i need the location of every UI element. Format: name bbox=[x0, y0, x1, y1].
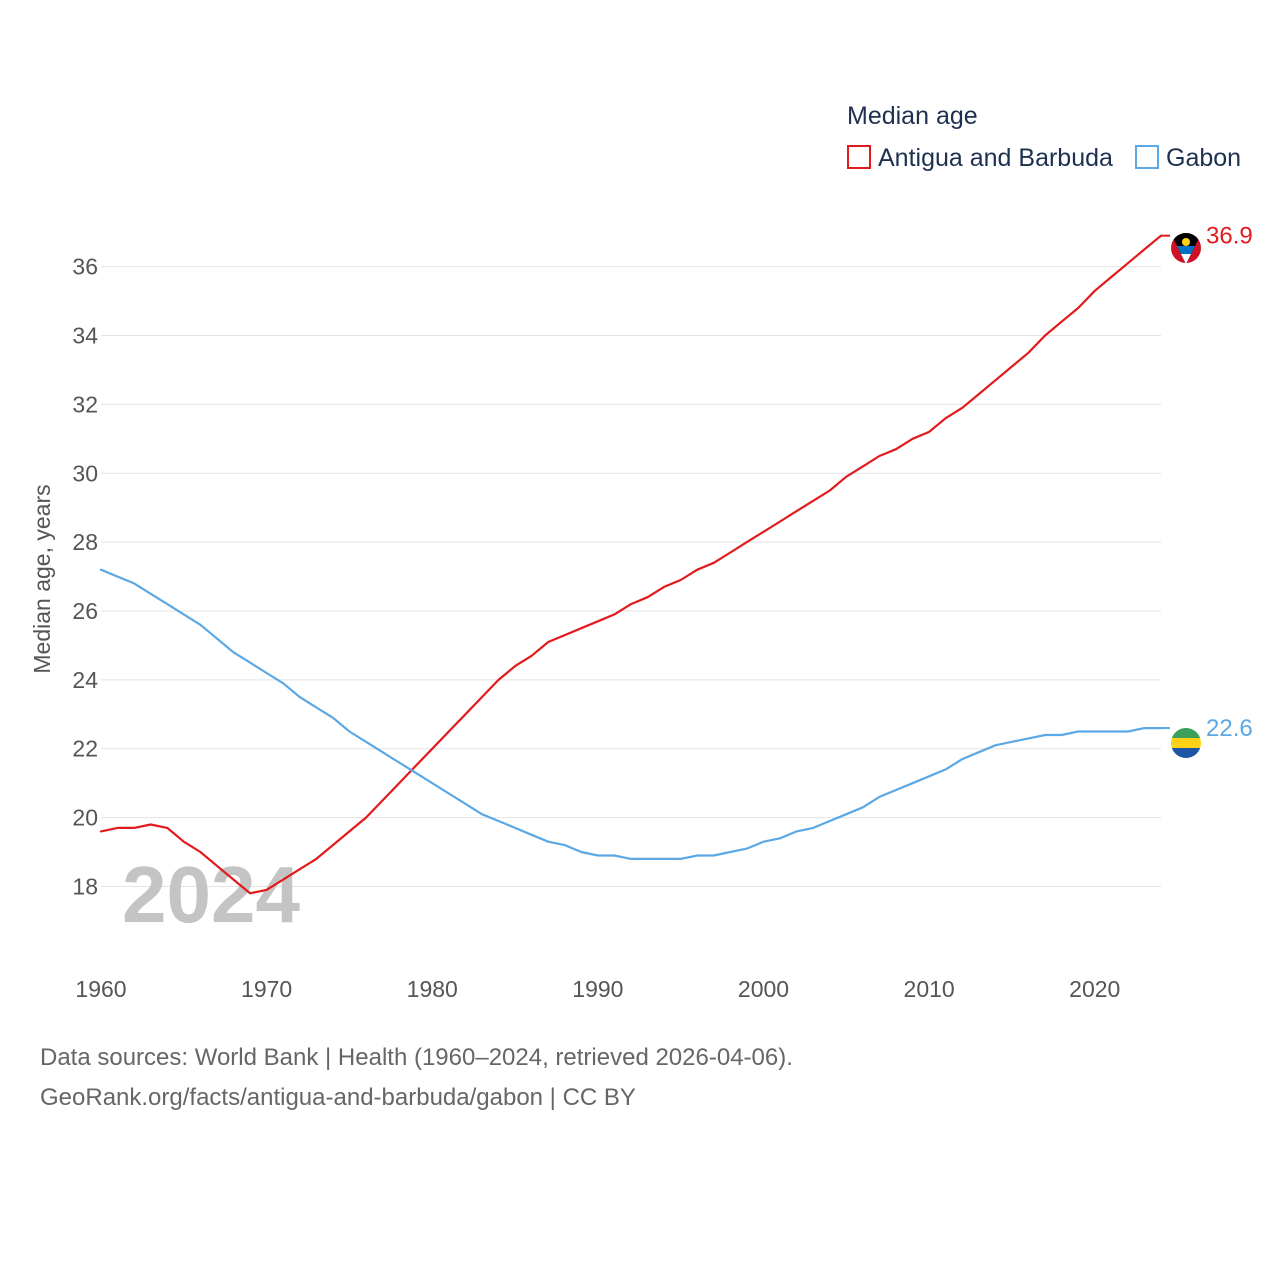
y-tick-label-28: 28 bbox=[72, 529, 98, 555]
series-endpoints: 36.9 22.6 bbox=[1161, 223, 1253, 742]
y-tick-label-34: 34 bbox=[72, 323, 98, 349]
x-tick-label-1980: 1980 bbox=[407, 976, 458, 1002]
legend-title: Median age bbox=[847, 102, 978, 130]
y-axis-ticks: 18 20 22 24 26 28 30 32 34 36 bbox=[72, 254, 98, 900]
legend: Median age Antigua and Barbuda Gabon bbox=[847, 102, 1241, 172]
antigua-and-barbuda-flag-icon bbox=[1171, 233, 1201, 263]
x-tick-label-2010: 2010 bbox=[904, 976, 955, 1002]
legend-label-gabon: Gabon bbox=[1166, 144, 1241, 172]
legend-label-antigua-and-barbuda: Antigua and Barbuda bbox=[878, 144, 1113, 172]
grid-lines bbox=[101, 266, 1161, 887]
y-tick-label-24: 24 bbox=[72, 667, 98, 693]
y-axis-title: Median age, years bbox=[29, 484, 55, 673]
legend-item-gabon[interactable]: Gabon bbox=[1135, 144, 1241, 172]
gabon-flag-icon bbox=[1171, 728, 1201, 758]
y-tick-label-20: 20 bbox=[72, 805, 98, 831]
y-tick-label-30: 30 bbox=[72, 460, 98, 486]
data-source-note: Data sources: World Bank | Health (1960–… bbox=[40, 1044, 793, 1071]
legend-swatch-gabon bbox=[1135, 145, 1159, 169]
y-tick-label-18: 18 bbox=[72, 873, 98, 899]
end-value-label-antigua-and-barbuda: 36.9 bbox=[1206, 223, 1253, 250]
year-watermark: 2024 bbox=[122, 850, 300, 939]
legend-item-antigua-and-barbuda[interactable]: Antigua and Barbuda bbox=[847, 144, 1113, 172]
y-tick-label-22: 22 bbox=[72, 736, 98, 762]
x-tick-label-1990: 1990 bbox=[572, 976, 623, 1002]
x-axis-ticks: 1960 1970 1980 1990 2000 2010 2020 bbox=[75, 976, 1120, 1002]
x-tick-label-1970: 1970 bbox=[241, 976, 292, 1002]
x-tick-label-1960: 1960 bbox=[75, 976, 126, 1002]
series-line-antigua-and-barbuda[interactable] bbox=[99, 234, 1163, 895]
series-line-gabon[interactable] bbox=[99, 568, 1163, 861]
x-tick-label-2000: 2000 bbox=[738, 976, 789, 1002]
x-tick-label-2020: 2020 bbox=[1069, 976, 1120, 1002]
attribution-link[interactable]: GeoRank.org/facts/antigua-and-barbuda/ga… bbox=[40, 1084, 636, 1111]
y-tick-label-26: 26 bbox=[72, 598, 98, 624]
legend-swatch-antigua-and-barbuda bbox=[847, 145, 871, 169]
y-tick-label-36: 36 bbox=[72, 254, 98, 280]
series-lines bbox=[99, 234, 1163, 895]
y-tick-label-32: 32 bbox=[72, 391, 98, 417]
end-value-label-gabon: 22.6 bbox=[1206, 715, 1253, 742]
